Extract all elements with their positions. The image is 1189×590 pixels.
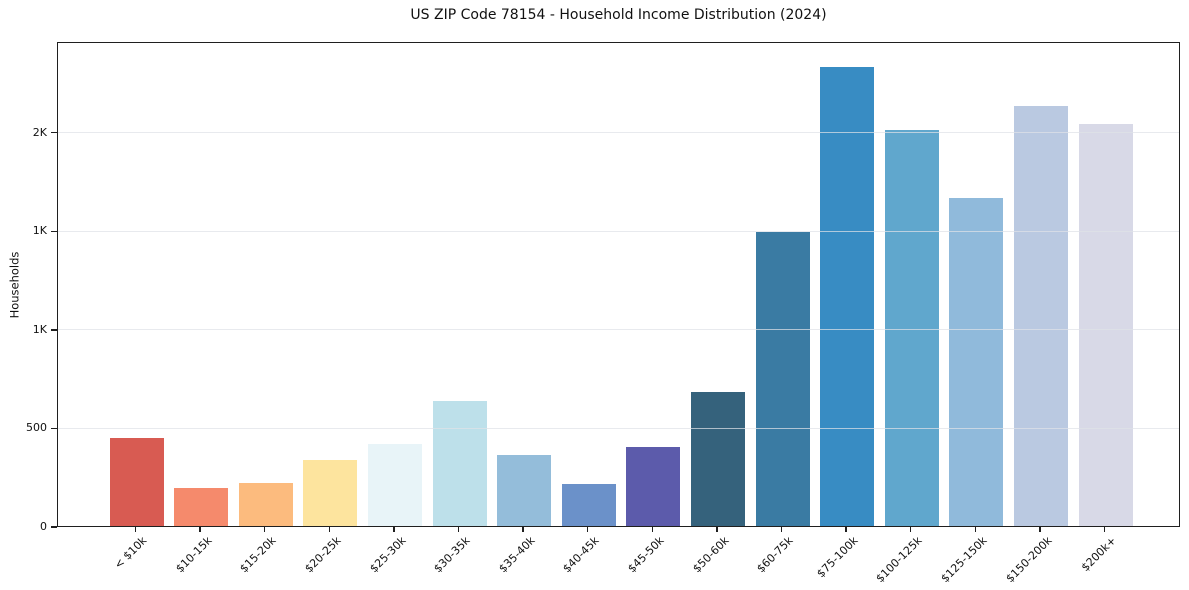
x-tick-label-text: $10-15k [173, 534, 215, 576]
x-tick-label-text: $100-125k [873, 534, 925, 586]
x-tick-mark [393, 527, 395, 532]
x-tick-label-text: $50-60k [689, 534, 732, 576]
x-tick-mark [586, 527, 589, 532]
x-tick-label-text: $40-45k [560, 534, 602, 576]
gridline [58, 132, 1179, 134]
chart-title: US ZIP Code 78154 - Household Income Dis… [410, 7, 827, 23]
x-tick-label-text: $15-20k [237, 534, 279, 576]
bar [1078, 123, 1133, 526]
plot-area [57, 42, 1180, 527]
y-tick-mark [51, 329, 57, 331]
bar [884, 129, 939, 526]
gridline [58, 230, 1179, 232]
y-tick-label: 0 [40, 520, 47, 533]
x-tick-label-text: $150-200k [1002, 534, 1055, 586]
gridline [58, 427, 1179, 429]
y-tick-mark [51, 427, 57, 430]
x-tick-mark [1103, 527, 1106, 532]
bar [626, 447, 681, 526]
bar [367, 444, 422, 526]
x-tick-mark [909, 527, 912, 532]
x-tick-label-text: $45-50k [625, 534, 667, 576]
y-tick-label: 1K [32, 224, 47, 238]
bar [432, 400, 487, 526]
x-tick-label-text: $75-100k [814, 534, 861, 581]
x-tick-label-text: < $10k [112, 534, 150, 572]
x-tick-mark [522, 527, 524, 532]
bar [755, 232, 810, 526]
x-tick-label-text: $30-35k [431, 534, 473, 576]
y-tick-mark [51, 131, 57, 134]
x-tick-mark [780, 527, 783, 532]
x-tick-mark [974, 527, 977, 532]
x-tick-mark [199, 527, 201, 532]
bar [1013, 106, 1068, 526]
bar [109, 438, 164, 526]
x-tick-mark [134, 527, 137, 532]
bar [497, 455, 552, 526]
x-tick-mark [716, 527, 718, 532]
x-tick-label-text: $25-30k [366, 534, 409, 576]
y-axis-title: Households [0, 42, 28, 527]
y-tick-label: 1K [32, 322, 47, 336]
x-tick-label-text: $20-25k [302, 534, 344, 576]
bar [174, 487, 229, 526]
bar [303, 460, 358, 526]
bar [238, 482, 293, 526]
bar [820, 66, 875, 526]
bar [949, 197, 1004, 526]
x-tick-label-text: $35-40k [496, 534, 538, 576]
x-tick-mark [457, 527, 460, 532]
x-tick-label-text: $60-75k [754, 534, 796, 576]
x-tick-label-text: $200k+ [1078, 534, 1119, 575]
x-tick-label-text: $125-150k [938, 534, 990, 586]
y-axis-title-text: Households [7, 251, 22, 318]
x-tick-mark [651, 527, 654, 532]
y-tick-mark [51, 526, 57, 528]
y-tick-label: 500 [26, 421, 47, 435]
y-tick-label: 2K [32, 125, 47, 139]
x-tick-mark [845, 527, 847, 532]
bar [690, 391, 745, 526]
bar [561, 483, 616, 526]
gridline [58, 329, 1179, 331]
x-tick-mark [263, 527, 266, 532]
x-tick-mark [1039, 527, 1041, 532]
y-tick-mark [51, 230, 57, 233]
x-tick-mark [328, 527, 331, 532]
